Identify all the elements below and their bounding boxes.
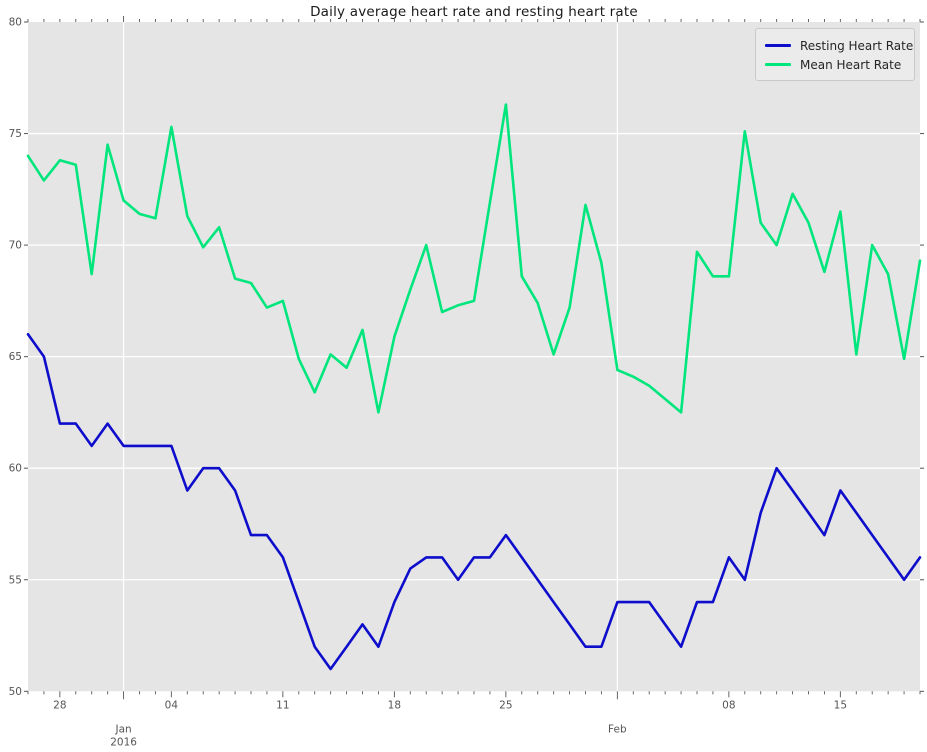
x-tick-label: 04 xyxy=(165,699,179,711)
y-tick-label: 65 xyxy=(9,351,22,363)
x-tick-label: 25 xyxy=(499,699,512,711)
y-tick-label: 60 xyxy=(9,463,22,475)
legend-item-resting-heart-rate: Resting Heart Rate xyxy=(756,36,914,55)
month-label: Feb xyxy=(608,723,627,735)
year-label: 2016 xyxy=(110,736,137,748)
x-tick-label: 28 xyxy=(53,699,66,711)
month-label: Jan xyxy=(114,723,131,735)
y-tick-label: 50 xyxy=(9,686,22,698)
mean-heart-rate-line xyxy=(26,103,922,414)
legend-item-mean-heart-rate: Mean Heart Rate xyxy=(756,55,914,74)
y-tick-label: 80 xyxy=(9,17,22,29)
x-tick-label: 15 xyxy=(834,699,847,711)
chart-title: Daily average heart rate and resting hea… xyxy=(310,4,638,20)
legend: Resting Heart Rate Mean Heart Rate xyxy=(755,28,915,81)
resting-heart-rate-line xyxy=(26,332,922,671)
y-tick-label: 75 xyxy=(9,128,22,140)
y-tick-label: 70 xyxy=(9,240,22,252)
y-tick-label: 55 xyxy=(9,574,22,586)
resting-heart-rate-swatch xyxy=(765,44,791,47)
x-tick-label: 08 xyxy=(722,699,735,711)
x-tick-label: 18 xyxy=(388,699,401,711)
mean-heart-rate-swatch xyxy=(765,63,791,66)
x-tick-label: 11 xyxy=(276,699,289,711)
legend-label-resting: Resting Heart Rate xyxy=(800,38,914,53)
legend-label-mean: Mean Heart Rate xyxy=(800,57,902,72)
